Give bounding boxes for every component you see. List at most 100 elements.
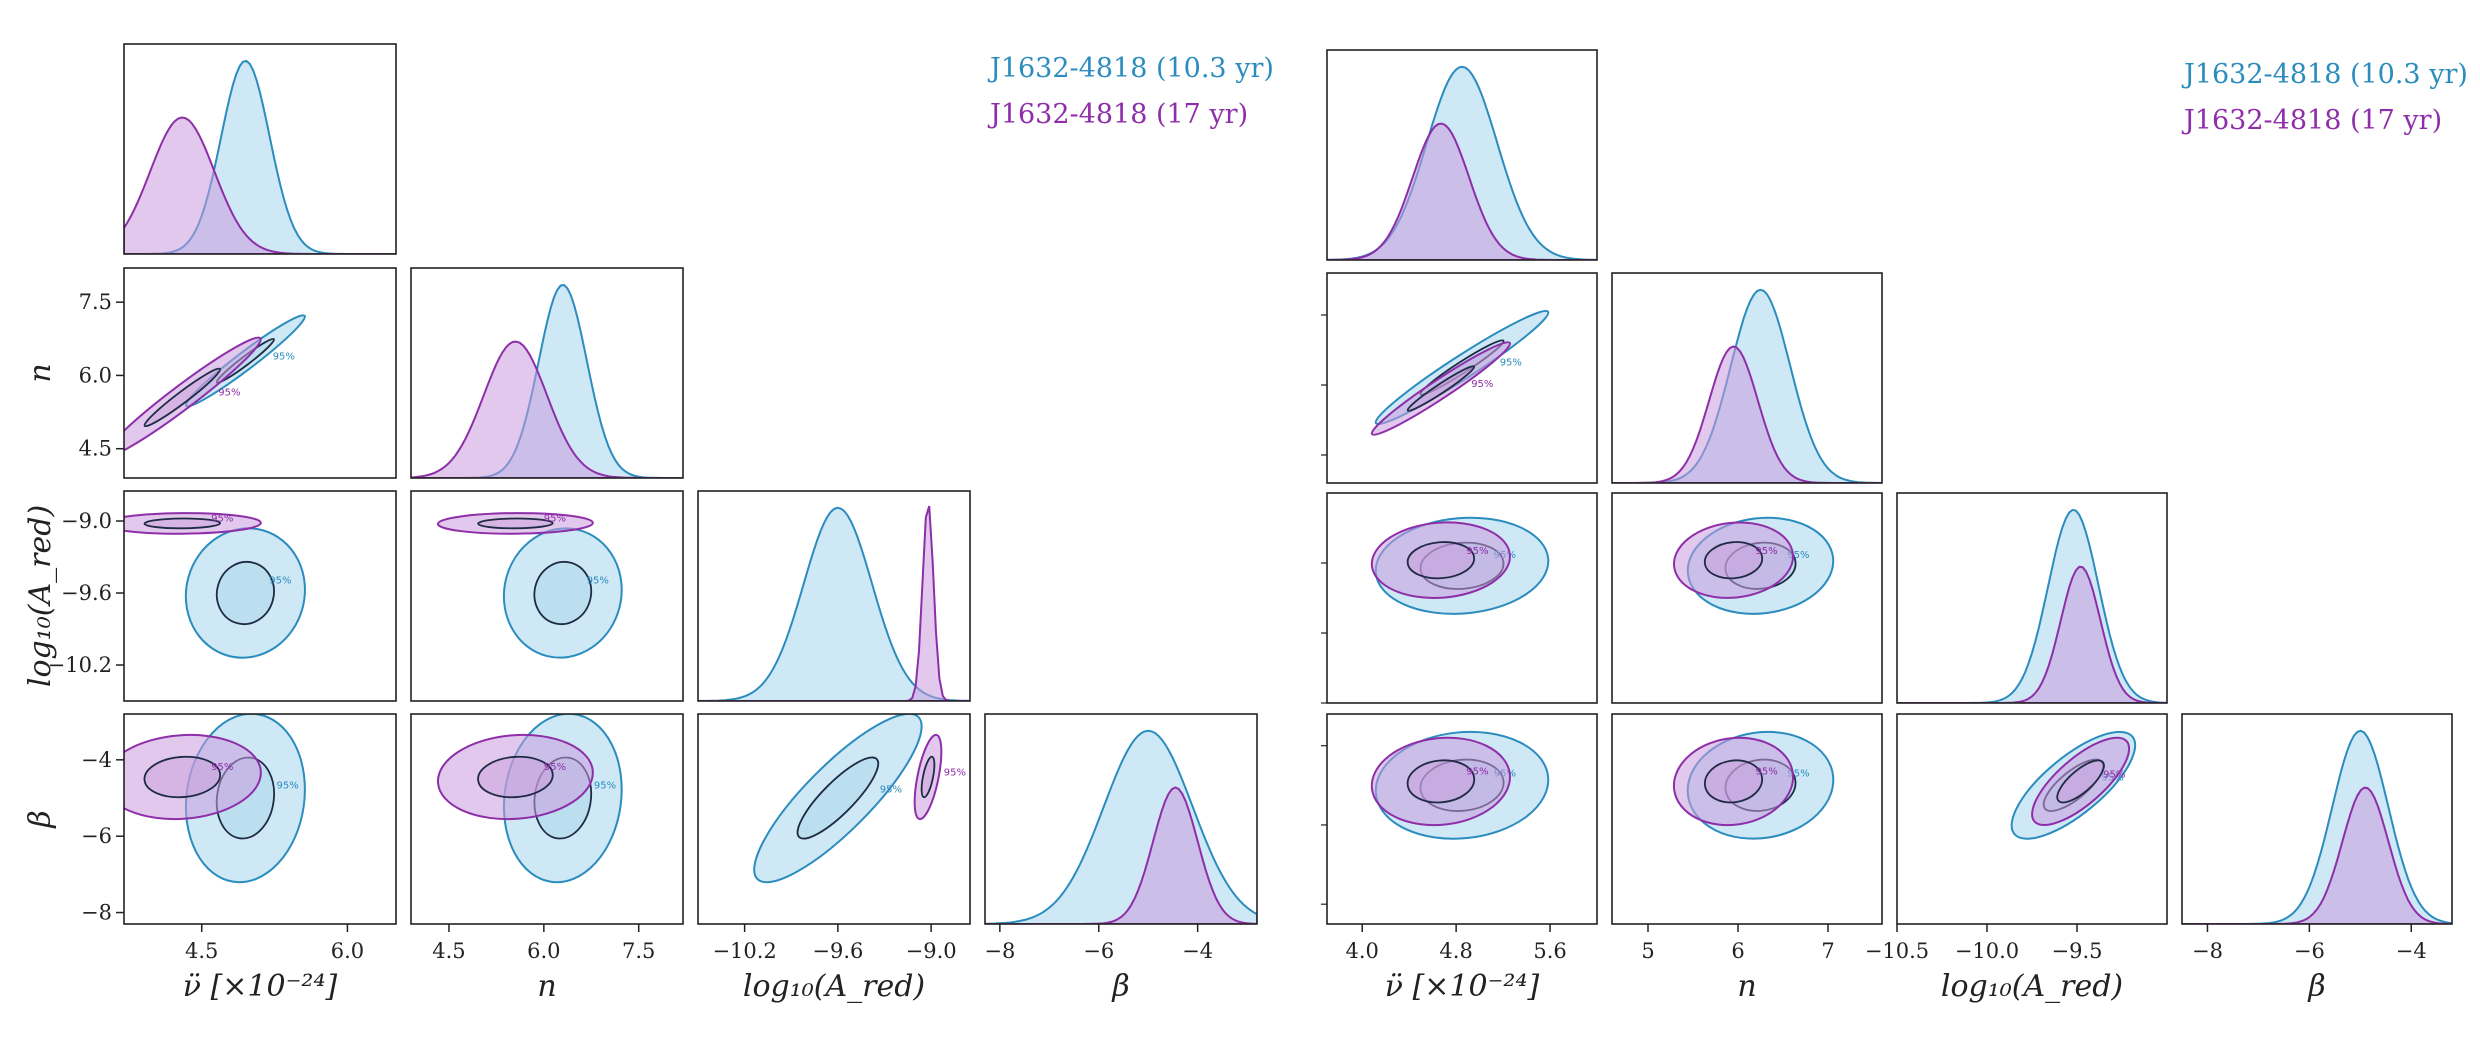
- panel-frame: [984, 713, 1258, 925]
- contour-50-logA-nudd-series-0: [215, 560, 275, 626]
- contour-label-1: 95%: [1471, 379, 1493, 390]
- x-tick-label: 4.5: [185, 939, 218, 963]
- contour-50-beta-n-series-1: [1703, 759, 1764, 804]
- contour-label-1: 95%: [218, 388, 240, 399]
- y-tick-label: 6.0: [79, 363, 112, 387]
- panel-n-n: [1611, 272, 1883, 484]
- x-tick-label: −9.6: [812, 939, 863, 963]
- contour-label-0: 95%: [1500, 358, 1522, 369]
- contour-95-logA-nudd-series-1: [124, 512, 262, 535]
- panel-frame: [123, 43, 397, 255]
- contour-95-logA-n-series-1: [1672, 521, 1795, 599]
- y-axis-label: log₁₀(A_red): [23, 505, 58, 687]
- contour-label-1: 95%: [211, 514, 233, 525]
- panel-frame: [1611, 713, 1883, 925]
- contour-95-beta-nudd-series-1: [1370, 736, 1511, 827]
- contour-95-logA-nudd-series-0: [184, 527, 306, 659]
- x-axis-label: n: [1737, 969, 1756, 1004]
- contour-50-logA-n-series-0: [533, 560, 593, 626]
- marginal-logA-series-0: [1897, 508, 2167, 703]
- contour-50-beta-nudd-series-1: [143, 755, 222, 799]
- panel-n-nudd: 95% 95%: [1321, 272, 1598, 484]
- contour-label-0: 95%: [269, 575, 291, 586]
- y-axis-label: n: [23, 363, 58, 382]
- contour-50-beta-logA-series-1: [920, 755, 936, 799]
- panel-frame: [2181, 713, 2453, 925]
- panel-frame: [1896, 492, 2168, 704]
- panel-frame: [697, 490, 971, 702]
- panel-frame: [1326, 49, 1598, 261]
- contour-50-n-nudd-series-1: [143, 367, 221, 428]
- x-axis-label: ν̈ [×10⁻²⁴]: [1385, 969, 1540, 1004]
- marginal-nudd-series-1: [1327, 122, 1597, 260]
- x-tick-label: −10.2: [712, 939, 776, 963]
- marginal-n-series-1: [1612, 345, 1882, 483]
- panel-logA-logA: [697, 490, 971, 702]
- x-tick-label: 4.0: [1346, 939, 1379, 963]
- y-tick-label: 7.5: [79, 290, 112, 314]
- x-axis-label: ν̈ [×10⁻²⁴]: [183, 969, 338, 1004]
- y-tick-label: −8: [81, 901, 112, 925]
- panel-beta-nudd: 95%95%4.04.85.6ν̈ [×10⁻²⁴]: [1321, 713, 1598, 1004]
- contour-50-beta-logA-series-0: [796, 756, 880, 840]
- marginal-beta-series-1: [985, 786, 1257, 924]
- panel-n-n: [410, 267, 684, 479]
- contour-label-0: 95%: [1787, 769, 1809, 780]
- contour-95-logA-nudd-series-1: [1370, 521, 1511, 599]
- contour-label-1: 95%: [211, 762, 233, 773]
- contour-95-beta-logA-series-1: [2031, 736, 2131, 827]
- contour-95-beta-nudd-series-1: [124, 733, 262, 821]
- panel-beta-nudd: 95% 95% 4.5 6.0 ν̈ [×10⁻²⁴] −8 −6 −4 β: [23, 713, 397, 1004]
- panel-beta-beta: −8 −6 −4 β: [2181, 713, 2453, 1004]
- x-axis-label: β: [2307, 969, 2325, 1004]
- panel-frame: [1611, 492, 1883, 704]
- contour-95-beta-n-series-1: [436, 733, 594, 821]
- panel-nudd-nudd: [123, 43, 397, 255]
- y-tick-label: −9.0: [61, 509, 112, 533]
- x-tick-label: 5: [1641, 939, 1654, 963]
- contour-50-logA-n-series-1: [477, 517, 554, 530]
- contour-95-n-nudd-series-1: [124, 336, 262, 459]
- panel-frame: [697, 713, 971, 925]
- panel-frame: [410, 267, 684, 479]
- x-tick-label: 5.6: [1533, 939, 1566, 963]
- y-tick-label: −9.6: [61, 581, 112, 605]
- panel-frame: [1326, 272, 1598, 484]
- contour-label-1: 95%: [944, 767, 966, 778]
- y-tick-label: −6: [81, 824, 112, 848]
- x-axis-label: β: [1111, 969, 1129, 1004]
- contour-95-n-nudd-series-1: [1370, 341, 1511, 436]
- x-tick-label: −6: [2294, 939, 2325, 963]
- x-tick-label: −9.0: [906, 939, 957, 963]
- panel-frame: [1611, 272, 1883, 484]
- contour-label-1: 95%: [1466, 766, 1488, 777]
- x-tick-label: 7: [1821, 939, 1834, 963]
- x-axis-label: log₁₀(A_red): [743, 969, 925, 1004]
- marginal-nudd-series-1: [124, 116, 396, 254]
- x-tick-label: −6: [1083, 939, 1114, 963]
- x-axis-label: n: [537, 969, 556, 1004]
- panel-frame: [1896, 713, 2168, 925]
- legend-entry-series-a: J1632-4818 (10.3 yr): [2184, 59, 2468, 90]
- contour-50-beta-logA-series-1: [2056, 759, 2105, 804]
- panel-frame: [1326, 492, 1598, 704]
- panel-logA-n: 95% 95%: [410, 490, 684, 702]
- legend-entry-series-b: J1632-4818 (17 yr): [990, 99, 1249, 130]
- contour-50-logA-nudd-series-1: [143, 517, 221, 530]
- panel-beta-beta: −8 −6 −4 β: [984, 713, 1258, 1004]
- y-tick-label: 4.5: [79, 437, 112, 461]
- legend-entry-series-b: J1632-4818 (17 yr): [2184, 105, 2443, 136]
- x-tick-label: 7.5: [622, 939, 655, 963]
- x-tick-label: −4: [2396, 939, 2427, 963]
- x-tick-label: −4: [1182, 939, 1213, 963]
- contour-50-n-nudd-series-1: [1406, 365, 1476, 412]
- x-tick-label: −10.5: [1865, 939, 1929, 963]
- contour-label-1: 95%: [1466, 546, 1488, 557]
- y-tick-label: −10.2: [48, 653, 112, 677]
- contour-label-1: 95%: [544, 762, 566, 773]
- x-tick-label: −10.0: [1955, 939, 2019, 963]
- contour-95-beta-logA-series-0: [753, 714, 923, 884]
